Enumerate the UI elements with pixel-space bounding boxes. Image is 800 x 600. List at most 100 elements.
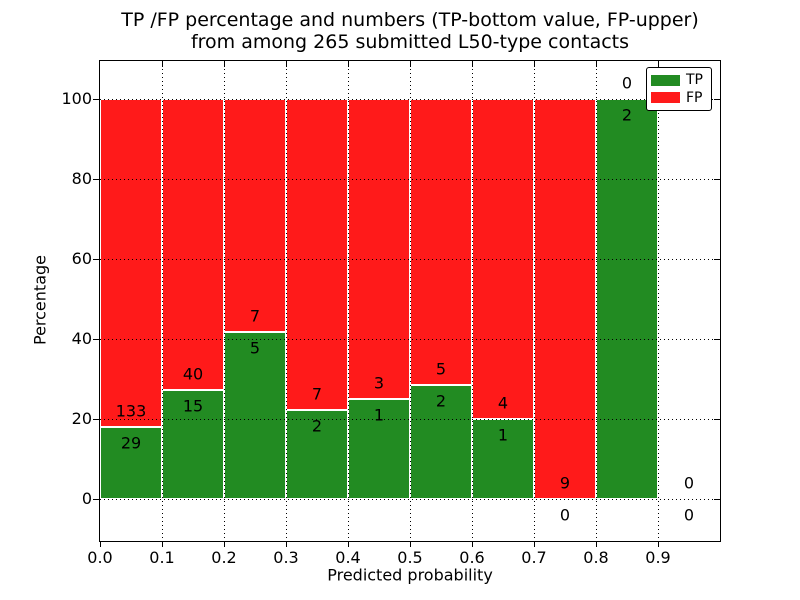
chart-title-line1: TP /FP percentage and numbers (TP-bottom… xyxy=(121,9,699,31)
y-tick-left xyxy=(93,339,99,340)
y-tick-right xyxy=(714,179,720,180)
tp-bar xyxy=(286,410,348,499)
tp-count-label: 0 xyxy=(559,505,571,525)
y-tick-left xyxy=(93,99,99,100)
vertical-gridline xyxy=(286,61,287,541)
fp-bar xyxy=(410,99,472,385)
x-tick-label: 0.7 xyxy=(521,548,547,567)
fp-count-label: 7 xyxy=(249,306,261,326)
tp-bar xyxy=(410,384,472,499)
x-tick-top xyxy=(348,61,349,67)
x-tick-label: 0.5 xyxy=(397,548,423,567)
legend-item-fp: FP xyxy=(651,91,707,105)
x-axis-label: Predicted probability xyxy=(327,565,493,585)
x-tick-top xyxy=(162,61,163,67)
vertical-gridline xyxy=(162,61,163,541)
x-tick-top xyxy=(224,61,225,67)
vertical-gridline xyxy=(596,61,597,541)
y-tick-label: 100 xyxy=(61,89,92,108)
fp-bar xyxy=(286,99,348,411)
tp-count-label: 15 xyxy=(182,396,204,416)
tp-count-label: 29 xyxy=(120,433,142,453)
legend: TP FP xyxy=(646,67,712,111)
vertical-gridline xyxy=(348,61,349,541)
x-tick-label: 0.4 xyxy=(335,548,361,567)
tp-count-label: 5 xyxy=(249,338,261,358)
y-tick-left xyxy=(93,499,99,500)
fp-bar xyxy=(348,99,410,399)
vertical-gridline xyxy=(534,61,535,541)
tp-count-label: 2 xyxy=(621,105,633,125)
x-tick-bottom xyxy=(472,541,473,547)
tp-count-label: 2 xyxy=(435,391,447,411)
x-tick-bottom xyxy=(596,541,597,547)
x-tick-bottom xyxy=(410,541,411,547)
y-tick-right xyxy=(714,99,720,100)
tp-bar xyxy=(596,99,658,499)
y-tick-right xyxy=(714,499,720,500)
x-tick-label: 0.8 xyxy=(583,548,609,567)
y-tick-label: 40 xyxy=(71,329,92,348)
x-tick-bottom xyxy=(658,541,659,547)
y-tick-label: 20 xyxy=(71,409,92,428)
x-tick-top xyxy=(658,61,659,67)
x-tick-top xyxy=(472,61,473,67)
x-tick-label: 0.3 xyxy=(273,548,299,567)
fp-count-label: 3 xyxy=(373,373,385,393)
fp-count-label: 0 xyxy=(683,473,695,493)
legend-item-tp: TP xyxy=(651,73,707,87)
x-tick-bottom xyxy=(286,541,287,547)
y-tick-left xyxy=(93,179,99,180)
y-tick-left xyxy=(93,259,99,260)
x-tick-bottom xyxy=(348,541,349,547)
legend-label-tp: TP xyxy=(686,72,703,89)
vertical-gridline xyxy=(658,61,659,541)
x-tick-label: 0.2 xyxy=(211,548,237,567)
fp-bar xyxy=(162,99,224,390)
fp-count-label: 40 xyxy=(182,364,204,384)
legend-label-fp: FP xyxy=(686,89,703,106)
fp-bar xyxy=(534,99,596,499)
y-tick-label: 80 xyxy=(71,169,92,188)
legend-swatch-fp-icon xyxy=(651,92,680,104)
tp-count-label: 0 xyxy=(683,505,695,525)
y-tick-right xyxy=(714,419,720,420)
x-tick-bottom xyxy=(100,541,101,547)
legend-swatch-tp-icon xyxy=(651,74,680,86)
tp-count-label: 1 xyxy=(373,405,385,425)
fp-count-label: 133 xyxy=(115,401,147,421)
x-tick-bottom xyxy=(162,541,163,547)
x-tick-top xyxy=(286,61,287,67)
vertical-gridline xyxy=(472,61,473,541)
y-tick-right xyxy=(714,339,720,340)
x-tick-label: 0.0 xyxy=(87,548,113,567)
fp-bar xyxy=(100,99,162,428)
x-tick-bottom xyxy=(534,541,535,547)
y-tick-label: 60 xyxy=(71,249,92,268)
tp-bar xyxy=(100,427,162,499)
y-tick-left xyxy=(93,419,99,420)
chart-title-line2: from among 265 submitted L50-type contac… xyxy=(190,31,630,53)
fp-count-label: 5 xyxy=(435,359,447,379)
y-tick-right xyxy=(714,259,720,260)
tp-count-label: 1 xyxy=(497,425,509,445)
x-tick-bottom xyxy=(224,541,225,547)
fp-count-label: 0 xyxy=(621,73,633,93)
plot-area: 133 29 40 15 7 5 7 2 3 1 5 2 4 1 9 0 0 2 0 0 0 20 40 60 80 100 0.0… xyxy=(61,60,721,567)
x-tick-label: 0.1 xyxy=(149,548,175,567)
tp-bar xyxy=(162,389,224,499)
x-tick-label: 0.6 xyxy=(459,548,485,567)
vertical-gridline xyxy=(224,61,225,541)
x-tick-top xyxy=(410,61,411,67)
tp-count-label: 2 xyxy=(311,416,323,436)
y-tick-label: 0 xyxy=(81,489,92,508)
fp-bar xyxy=(224,99,286,333)
vertical-gridline xyxy=(410,61,411,541)
fp-count-label: 4 xyxy=(497,393,509,413)
fp-count-label: 7 xyxy=(311,384,323,404)
x-tick-top xyxy=(534,61,535,67)
chart-title: TP /FP percentage and numbers (TP-bottom… xyxy=(121,9,699,53)
x-tick-label: 0.9 xyxy=(645,548,671,567)
fp-count-label: 9 xyxy=(559,473,571,493)
